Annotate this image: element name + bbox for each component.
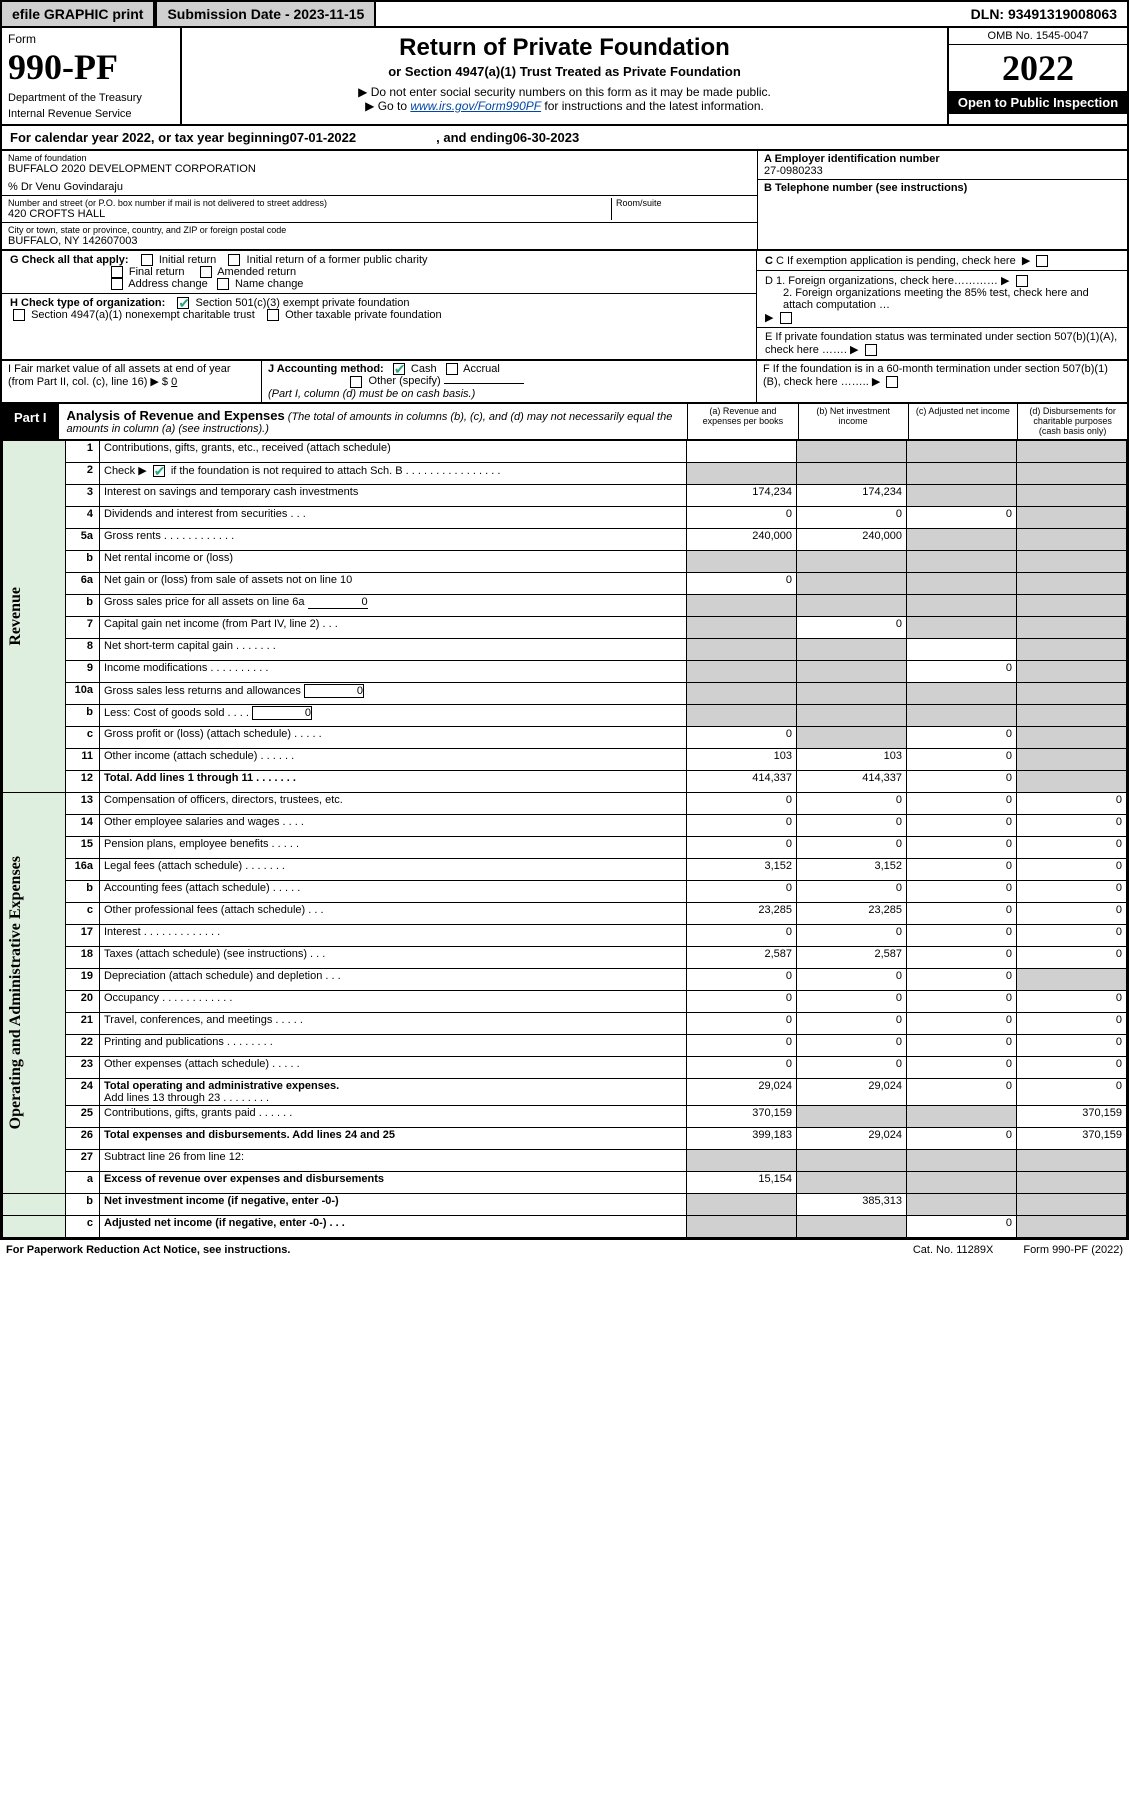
fmv-value: 0 [171, 376, 177, 388]
col-c-hdr: (c) Adjusted net income [908, 404, 1018, 439]
accrual-checkbox[interactable] [446, 363, 458, 375]
omb-number: OMB No. 1545-0047 [949, 28, 1127, 45]
street-address: 420 CROFTS HALL [8, 208, 611, 220]
irs-label: Internal Revenue Service [8, 108, 174, 120]
cat-no: Cat. No. 11289X [913, 1244, 994, 1256]
part-1-title: Analysis of Revenue and Expenses (The to… [59, 404, 687, 439]
h-row: H Check type of organization: Section 50… [2, 293, 756, 324]
addr-change-checkbox[interactable] [111, 278, 123, 290]
header-left: Form 990-PF Department of the Treasury I… [2, 28, 182, 124]
g-row: G Check all that apply: Initial return I… [2, 251, 756, 293]
c-note: C C If exemption application is pending,… [757, 251, 1127, 270]
topbar: efile GRAPHIC print Submission Date - 20… [0, 0, 1129, 28]
form-subtitle: or Section 4947(a)(1) Trust Treated as P… [188, 64, 941, 79]
other-method-checkbox[interactable] [350, 376, 362, 388]
col-a-hdr: (a) Revenue and expenses per books [688, 404, 798, 439]
revenue-side: Revenue [7, 587, 25, 646]
paperwork-notice: For Paperwork Reduction Act Notice, see … [6, 1244, 290, 1256]
ein: 27-0980233 [764, 165, 823, 177]
hji-row: I Fair market value of all assets at end… [0, 361, 1129, 403]
name-change-checkbox[interactable] [217, 278, 229, 290]
submission-date: Submission Date - 2023-11-15 [155, 2, 376, 26]
col-d-hdr: (d) Disbursements for charitable purpose… [1017, 404, 1127, 439]
ssn-note: ▶ Do not enter social security numbers o… [188, 85, 941, 99]
foundation-name: BUFFALO 2020 DEVELOPMENT CORPORATION [8, 163, 751, 175]
part-1: Part I Analysis of Revenue and Expenses … [0, 404, 1129, 1240]
foundation-info: Name of foundation BUFFALO 2020 DEVELOPM… [0, 151, 1129, 251]
schb-checkbox[interactable] [153, 465, 165, 477]
ein-label: A Employer identification number [764, 153, 940, 165]
initial-pc-checkbox[interactable] [228, 254, 240, 266]
initial-return-checkbox[interactable] [141, 254, 153, 266]
header-right: OMB No. 1545-0047 2022 Open to Public In… [947, 28, 1127, 124]
d2-checkbox[interactable] [780, 312, 792, 324]
form-header: Form 990-PF Department of the Treasury I… [0, 28, 1129, 126]
final-return-checkbox[interactable] [111, 266, 123, 278]
form-number: 990-PF [8, 46, 174, 88]
4947-checkbox[interactable] [13, 309, 25, 321]
e-checkbox[interactable] [865, 344, 877, 356]
city-label: City or town, state or province, country… [8, 225, 751, 235]
addr-label: Number and street (or P.O. box number if… [8, 198, 611, 208]
d-note: D 1. Foreign organizations, check here……… [757, 270, 1127, 327]
name-label: Name of foundation [8, 153, 751, 163]
goto-note: ▶ Go to www.irs.gov/Form990PF for instru… [188, 99, 941, 113]
form-title: Return of Private Foundation [188, 34, 941, 62]
amended-checkbox[interactable] [200, 266, 212, 278]
f-checkbox[interactable] [886, 376, 898, 388]
tel-label: B Telephone number (see instructions) [764, 182, 967, 194]
footer: For Paperwork Reduction Act Notice, see … [0, 1240, 1129, 1260]
form-label: Form [8, 32, 174, 46]
j-method: J Accounting method: Cash Accrual Other … [262, 361, 757, 401]
cash-checkbox[interactable] [393, 363, 405, 375]
room-label: Room/suite [616, 198, 751, 208]
irs-link[interactable]: www.irs.gov/Form990PF [410, 99, 541, 113]
open-inspection: Open to Public Inspection [949, 91, 1127, 114]
part1-table: Revenue 1Contributions, gifts, grants, e… [2, 440, 1127, 1238]
year-begin: 07-01-2022 [290, 130, 357, 145]
check-section: G Check all that apply: Initial return I… [0, 251, 1129, 361]
501c3-checkbox[interactable] [177, 297, 189, 309]
efile-print-button[interactable]: efile GRAPHIC print [2, 2, 155, 26]
expenses-side: Operating and Administrative Expenses [7, 856, 25, 1129]
e-note: E If private foundation status was termi… [757, 327, 1127, 359]
f-note: F If the foundation is in a 60-month ter… [757, 361, 1127, 401]
care-of: % Dr Venu Govindaraju [8, 181, 751, 193]
col-b-hdr: (b) Net investment income [798, 404, 908, 439]
other-tax-checkbox[interactable] [267, 309, 279, 321]
i-fmv: I Fair market value of all assets at end… [2, 361, 262, 401]
treasury-dept: Department of the Treasury [8, 92, 174, 104]
calendar-year-row: For calendar year 2022, or tax year begi… [0, 126, 1129, 151]
dln: DLN: 93491319008063 [961, 2, 1127, 26]
d1-checkbox[interactable] [1016, 275, 1028, 287]
year-end: 06-30-2023 [513, 130, 580, 145]
form-ref: Form 990-PF (2022) [1023, 1244, 1123, 1256]
tax-year: 2022 [949, 45, 1127, 91]
city-state-zip: BUFFALO, NY 142607003 [8, 235, 751, 247]
header-center: Return of Private Foundation or Section … [182, 28, 947, 124]
part-1-tag: Part I [2, 404, 59, 439]
c-checkbox[interactable] [1036, 255, 1048, 267]
